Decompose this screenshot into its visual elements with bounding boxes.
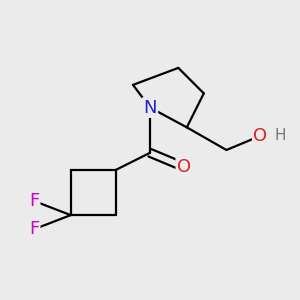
Text: O: O	[254, 127, 268, 145]
Text: F: F	[29, 192, 39, 210]
Text: O: O	[177, 158, 191, 176]
Text: F: F	[29, 220, 39, 238]
Text: N: N	[143, 98, 157, 116]
Text: H: H	[274, 128, 286, 143]
